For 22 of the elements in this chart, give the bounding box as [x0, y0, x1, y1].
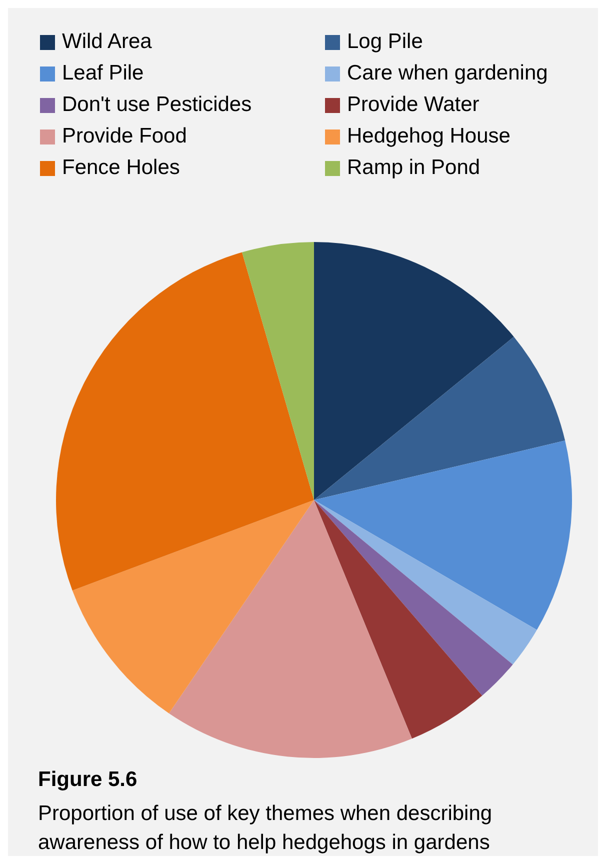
- pie-slice: [314, 500, 513, 696]
- legend-label: Ramp in Pond: [347, 156, 480, 179]
- legend-label: Leaf Pile: [62, 62, 144, 84]
- legend-label: Log Pile: [347, 30, 423, 53]
- pie-slice: [314, 500, 537, 664]
- text: Figure 5.6: [38, 768, 138, 791]
- pie-slice: [72, 500, 314, 714]
- legend-label: Don't use Pesticides: [62, 93, 252, 116]
- pie-slice: [242, 242, 314, 500]
- text: Proportion of use of key themes when describing awareness of how to help hedgehogs in gardens: [38, 802, 492, 854]
- pie-slice: [56, 252, 314, 590]
- pie-slice: [314, 242, 514, 500]
- pie-slice: [314, 500, 482, 739]
- legend-label: Hedgehog House: [347, 124, 510, 148]
- legend-label: Care when gardening: [347, 62, 548, 84]
- pie-slice: [168, 500, 412, 758]
- pie-slice: [314, 440, 572, 630]
- legend-label: Provide Food: [62, 124, 187, 148]
- legend-label: Wild Area: [62, 30, 152, 53]
- pie-slice: [314, 336, 566, 500]
- legend-label: Provide Water: [347, 93, 480, 116]
- legend-label: Fence Holes: [62, 156, 180, 179]
